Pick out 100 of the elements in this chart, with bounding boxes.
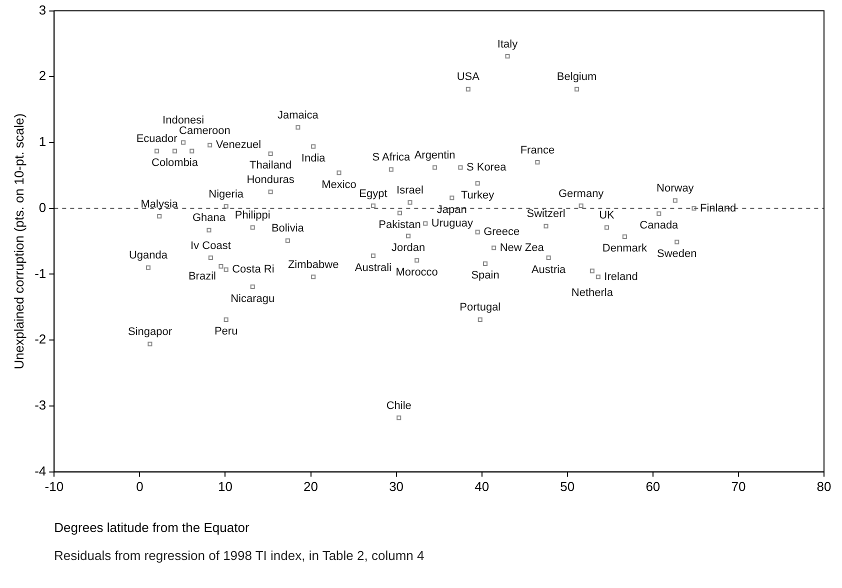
data-label: Philippi bbox=[234, 210, 270, 222]
y-tick-label: -1 bbox=[34, 266, 46, 281]
point bbox=[656, 211, 662, 216]
point bbox=[250, 225, 255, 230]
data-label: New Zea bbox=[500, 242, 545, 254]
x-tick-label: 10 bbox=[218, 479, 232, 494]
point bbox=[432, 165, 438, 170]
point bbox=[268, 190, 273, 194]
point bbox=[370, 254, 376, 258]
point bbox=[414, 258, 420, 263]
data-label: Norway bbox=[656, 182, 694, 194]
data-label: Germany bbox=[558, 188, 604, 200]
data-label: Israel bbox=[396, 184, 424, 196]
point bbox=[590, 268, 594, 274]
data-label: India bbox=[301, 152, 326, 164]
data-label: Morocco bbox=[396, 266, 438, 278]
data-label: Pakistan bbox=[378, 219, 421, 232]
point bbox=[483, 261, 488, 266]
data-label: UK bbox=[599, 210, 616, 222]
point bbox=[208, 255, 213, 260]
point bbox=[604, 225, 609, 230]
data-label: Cameroon bbox=[179, 125, 230, 138]
data-label: Singapor bbox=[128, 326, 172, 338]
point bbox=[578, 203, 584, 208]
point bbox=[250, 284, 255, 290]
point bbox=[224, 204, 228, 209]
data-label: Sweden bbox=[656, 248, 697, 260]
point bbox=[505, 54, 510, 59]
point bbox=[692, 206, 696, 211]
x-axis-title: Degrees latitude from the Equator bbox=[54, 520, 250, 535]
point bbox=[311, 144, 316, 149]
point bbox=[596, 274, 600, 280]
point bbox=[285, 238, 290, 243]
data-label: Thailand bbox=[249, 160, 292, 172]
data-label: Turkey bbox=[460, 189, 495, 202]
point bbox=[574, 86, 580, 92]
x-tick-label: -10 bbox=[44, 479, 64, 494]
point bbox=[466, 86, 470, 92]
data-label: Netherla bbox=[571, 286, 614, 299]
data-label: Italy bbox=[497, 38, 518, 50]
data-label: Honduras bbox=[246, 174, 295, 186]
x-tick-label: 0 bbox=[136, 479, 144, 494]
point bbox=[146, 265, 151, 270]
point bbox=[408, 200, 412, 205]
y-axis-title: Unexplained corruption (pts. on 10-pt. scale) bbox=[11, 113, 26, 370]
point bbox=[458, 165, 463, 170]
data-label: Canada bbox=[640, 220, 680, 232]
data-label: Costa Ri bbox=[232, 264, 274, 276]
data-label: France bbox=[520, 144, 555, 156]
data-label: Nicaragu bbox=[230, 292, 275, 305]
data-label: Venezuel bbox=[216, 139, 262, 152]
point bbox=[397, 210, 402, 216]
data-label: Uruguay bbox=[431, 218, 474, 230]
x-tick-label: 40 bbox=[474, 479, 490, 494]
point bbox=[296, 125, 300, 130]
data-label: Nigeria bbox=[208, 188, 244, 200]
point bbox=[181, 140, 186, 145]
x-tick-label: 70 bbox=[731, 479, 746, 494]
point bbox=[208, 142, 212, 148]
point bbox=[544, 224, 548, 228]
point bbox=[224, 317, 228, 322]
data-label: Argentin bbox=[414, 150, 456, 162]
data-label: Ecuador bbox=[136, 133, 178, 146]
x-tick-label: 50 bbox=[560, 479, 575, 494]
y-tick-label: 3 bbox=[38, 2, 46, 18]
data-label: Denmark bbox=[602, 242, 648, 255]
point bbox=[172, 148, 178, 154]
data-label: Jordan bbox=[391, 242, 426, 254]
data-label: Switzerl bbox=[526, 208, 566, 220]
data-label: USA bbox=[456, 71, 480, 84]
data-label: Australi bbox=[354, 262, 392, 274]
data-label: Zimbabwe bbox=[288, 258, 339, 271]
y-tick-label: -3 bbox=[34, 398, 46, 413]
point bbox=[475, 230, 480, 234]
point bbox=[478, 317, 482, 322]
data-label: Indonesi bbox=[162, 114, 204, 127]
point bbox=[406, 234, 411, 238]
data-label: Malysia bbox=[140, 198, 179, 210]
data-label: Chile bbox=[386, 400, 412, 412]
data-label: Peru bbox=[214, 326, 238, 338]
point bbox=[672, 198, 678, 203]
point bbox=[492, 246, 496, 250]
point bbox=[475, 181, 480, 186]
point bbox=[388, 167, 394, 172]
point bbox=[396, 416, 402, 420]
point bbox=[674, 240, 680, 244]
x-tick-label: 80 bbox=[816, 479, 832, 494]
data-label: Austria bbox=[531, 264, 567, 276]
point bbox=[370, 203, 376, 208]
y-tick-label: -4 bbox=[34, 463, 46, 478]
x-tick-label: 30 bbox=[389, 479, 404, 494]
point bbox=[206, 228, 212, 232]
point bbox=[423, 221, 428, 226]
point bbox=[154, 148, 160, 154]
point bbox=[218, 264, 224, 269]
y-tick-label: 0 bbox=[38, 200, 46, 215]
point bbox=[190, 148, 194, 154]
data-label: Colombia bbox=[152, 157, 199, 170]
data-label: Iv Coast bbox=[190, 240, 231, 252]
data-label: Mexico bbox=[322, 178, 356, 191]
